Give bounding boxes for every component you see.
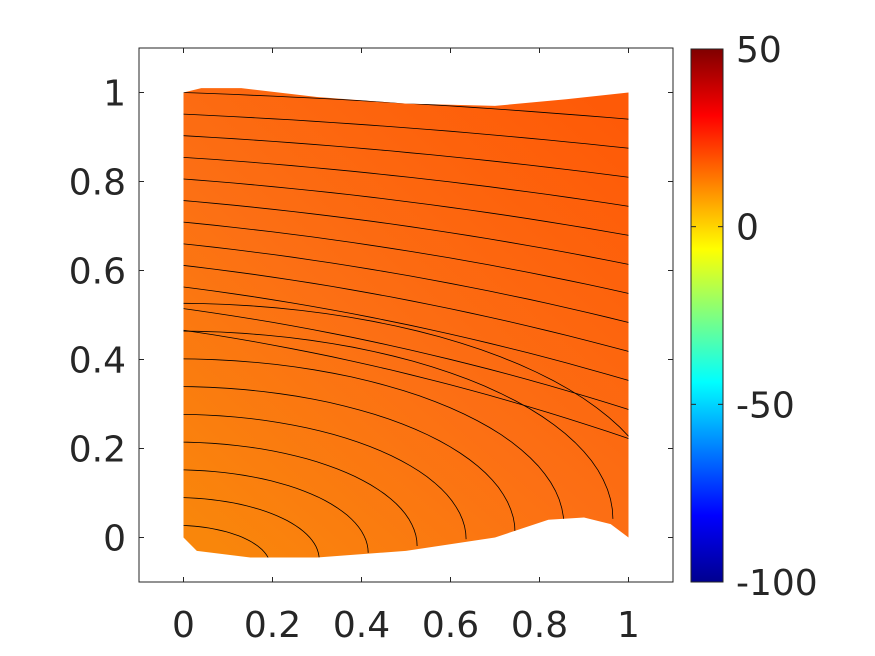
contour-line: [183, 469, 369, 553]
colorbar-tick-label: -100: [736, 563, 818, 604]
colorbar-tick-label: -50: [736, 385, 795, 426]
contour-line: [183, 302, 629, 513]
colorbar-gradient: [690, 48, 724, 583]
contour-line: [183, 524, 271, 558]
y-tick-label: 0.2: [69, 430, 126, 471]
contour-line: [183, 113, 629, 151]
y-tick-label: 0.8: [69, 163, 126, 204]
y-tick-label: 0: [103, 519, 126, 560]
contour-lines: [183, 91, 629, 558]
x-axis: 0 0.2 0.4 0.6 0.8 1: [172, 48, 640, 646]
y-tick-label: 0.6: [69, 252, 126, 293]
colorbar-tick-label: 0: [736, 208, 759, 249]
contour-line: [183, 328, 629, 446]
contour-line: [183, 156, 629, 210]
y-axis: 0 0.2 0.4 0.6 0.8 1: [69, 74, 673, 560]
y-tick-label: 1: [103, 74, 126, 115]
contour-line: [183, 285, 629, 387]
axes-box: [138, 47, 674, 583]
x-tick-label: 1: [617, 605, 640, 646]
contour-line: [183, 177, 629, 239]
x-tick-label: 0.4: [333, 605, 390, 646]
contour-line: [183, 330, 614, 519]
x-tick-label: 0.2: [244, 605, 301, 646]
y-tick-label: 0.4: [69, 341, 126, 382]
contour-line: [183, 242, 629, 328]
plot-area: 0 0.2 0.4 0.6 0.8 1 0 0.2 0.4 0.6 0.8 1: [69, 47, 674, 646]
contour-line: [183, 134, 629, 180]
field-domain: [183, 88, 629, 558]
colorbar-tick-label: 50: [736, 30, 782, 71]
contour-line: [183, 307, 629, 416]
colorbar-axis: 50 0 -50 -100: [691, 30, 818, 604]
contour-line: [183, 386, 516, 533]
colorbar: 50 0 -50 -100: [690, 30, 818, 604]
contour-line: [183, 441, 418, 547]
contour-line: [183, 552, 222, 558]
x-tick-label: 0.6: [422, 605, 479, 646]
x-tick-label: 0.8: [511, 605, 568, 646]
contour-line: [183, 220, 629, 298]
contour-line: [183, 264, 629, 357]
contour-line: [183, 199, 629, 269]
contour-line: [183, 413, 467, 540]
contour-line: [183, 497, 320, 558]
contour-line: [183, 358, 565, 526]
x-tick-label: 0: [172, 605, 195, 646]
